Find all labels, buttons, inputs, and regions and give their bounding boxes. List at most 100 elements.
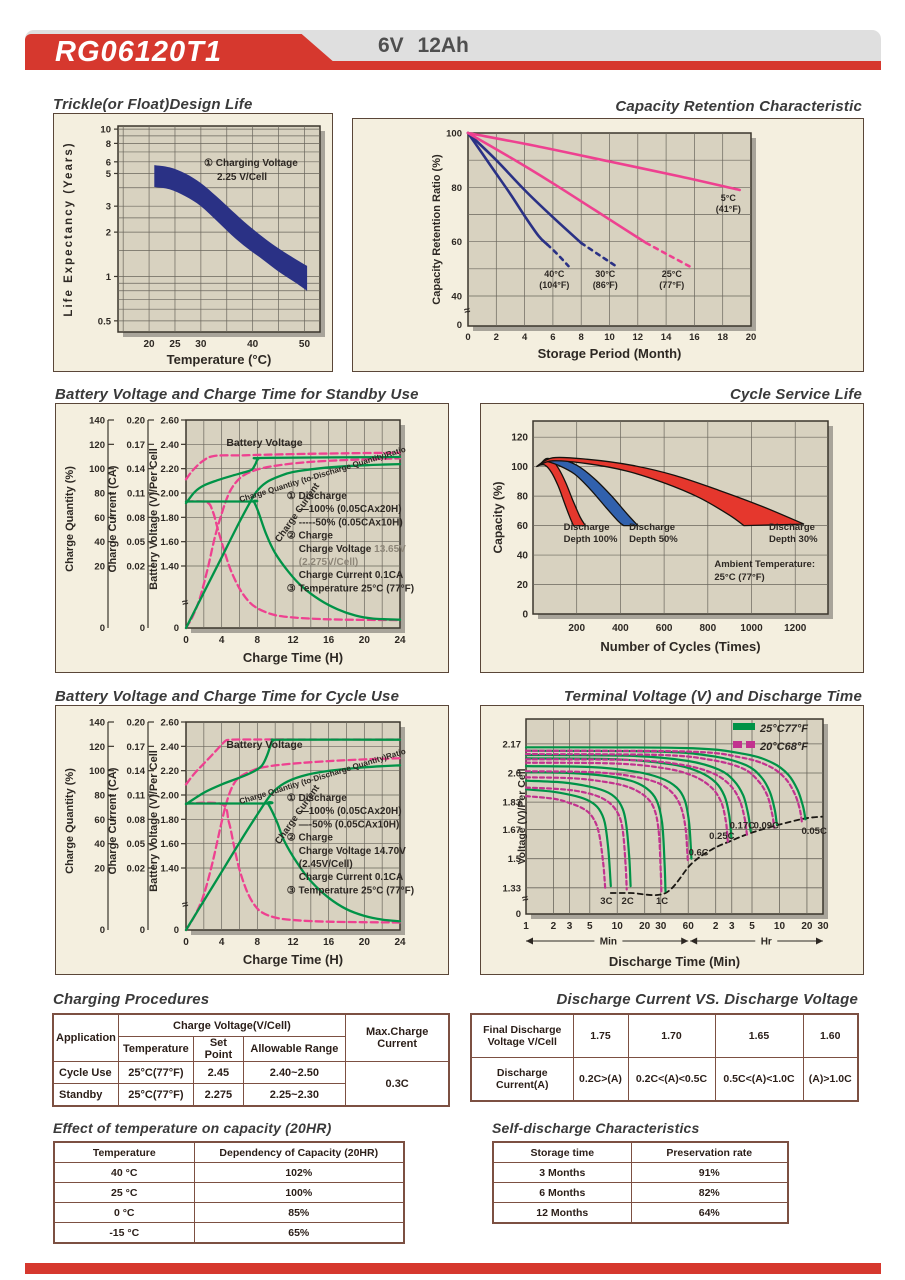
svg-text:2.40: 2.40 — [161, 440, 180, 451]
svg-text:0: 0 — [140, 623, 145, 634]
svg-text:3C: 3C — [600, 896, 612, 907]
svg-text:0.09C: 0.09C — [754, 821, 779, 832]
svg-text:≈: ≈ — [463, 305, 472, 318]
cell-temp: 25 °C — [53, 1182, 195, 1203]
col-header-application: Application — [52, 1013, 119, 1062]
svg-text:—-50% (0.05CAx10H): —-50% (0.05CAx10H) — [299, 819, 400, 830]
svg-text:0.02: 0.02 — [127, 562, 146, 573]
svg-text:2.20: 2.20 — [161, 766, 180, 777]
svg-text:100: 100 — [511, 462, 528, 473]
table-row: 25 °C 100% — [53, 1182, 405, 1203]
section-title-temp-effect: Effect of temperature on capacity (20HR) — [53, 1120, 332, 1136]
design-life-chart: 10 8 65 3 2 1 0.5 20 25 30 40 50 Temperature (°C) Lif… — [63, 125, 325, 367]
charge-cycle-panel: 140 120 100 80 60 40 20 0 Charge Quantity (%) 0.2… — [55, 705, 449, 975]
cell-voltage-4: 1.60 — [802, 1013, 859, 1058]
svg-text:① Discharge: ① Discharge — [287, 793, 348, 804]
svg-text:16: 16 — [689, 332, 700, 343]
cell-capacity: 102% — [193, 1162, 405, 1183]
charge-standby-panel: 140 120 100 80 60 40 20 0 Charge Quantity (%) 0.2… — [55, 403, 449, 673]
svg-text:120: 120 — [511, 433, 528, 444]
svg-text:Charge Current (CA): Charge Current (CA) — [107, 767, 119, 874]
table-row: Final Discharge Voltage V/Cell 1.75 1.70… — [470, 1013, 859, 1058]
svg-text:0: 0 — [174, 925, 179, 936]
svg-text:3: 3 — [567, 921, 573, 932]
svg-text:50: 50 — [299, 339, 311, 350]
svg-text:40: 40 — [247, 339, 259, 350]
svg-text:≈: ≈ — [181, 899, 190, 912]
cell-storage: 12 Months — [492, 1202, 632, 1224]
col-header-dependency: Dependency of Capacity (20HR) — [193, 1141, 405, 1163]
svg-text:0: 0 — [516, 909, 521, 920]
svg-text:10: 10 — [100, 125, 111, 136]
svg-text:1.40: 1.40 — [161, 864, 180, 875]
svg-text:Storage Period (Month): Storage Period (Month) — [538, 346, 682, 361]
header-red-strip — [25, 61, 881, 70]
table-row: -15 °C 65% — [53, 1222, 405, 1244]
svg-text:12: 12 — [287, 937, 299, 948]
series — [184, 738, 402, 932]
cell-storage: 6 Months — [492, 1182, 632, 1203]
svg-text:1.60: 1.60 — [161, 839, 180, 850]
section-title-discharge-table: Discharge Current VS. Discharge Voltage — [556, 991, 858, 1008]
svg-text:(41°F): (41°F) — [716, 204, 741, 214]
svg-text:0: 0 — [522, 610, 528, 621]
cell-set-standby: 2.275 — [192, 1083, 244, 1107]
svg-text:0.05C: 0.05C — [801, 826, 826, 837]
section-title-cycle-service: Cycle Service Life — [729, 386, 862, 403]
cell-current-2: 0.2C<(A)<0.5C — [627, 1057, 716, 1102]
svg-text:—100% (0.05CAx20H): —100% (0.05CAx20H) — [299, 806, 402, 817]
svg-text:6: 6 — [106, 157, 111, 168]
cell-range-cycle-use: 2.40~2.50 — [242, 1061, 346, 1084]
cell-capacity: 85% — [193, 1202, 405, 1223]
col-header-max-current: Max.Charge Current — [344, 1013, 450, 1062]
svg-text:140: 140 — [89, 416, 105, 427]
cell-app-cycle-use: Cycle Use — [52, 1061, 119, 1084]
svg-text:Number of Cycles (Times): Number of Cycles (Times) — [600, 639, 760, 654]
svg-text:Battery Voltage: Battery Voltage — [226, 739, 302, 751]
section-title-charge-cycle: Battery Voltage and Charge Time for Cycl… — [55, 688, 400, 705]
col-header-charge-voltage: Charge Voltage(V/Cell) — [117, 1013, 346, 1037]
svg-text:80: 80 — [94, 489, 105, 500]
svg-text:120: 120 — [89, 742, 105, 753]
svg-text:2: 2 — [551, 921, 557, 932]
cell-current-4: (A)>1.0C — [802, 1057, 859, 1102]
table-row: Standby 25°C(77°F) 2.275 2.25~2.30 — [52, 1083, 449, 1107]
svg-text:② Charge: ② Charge — [287, 531, 334, 542]
svg-text:60: 60 — [517, 521, 529, 532]
svg-text:1.80: 1.80 — [161, 815, 180, 826]
svg-text:—100% (0.05CAx20H): —100% (0.05CAx20H) — [299, 504, 402, 515]
svg-text:Battery Voltage: Battery Voltage — [226, 437, 302, 449]
svg-text:2C: 2C — [622, 896, 634, 907]
svg-text:1.40: 1.40 — [161, 562, 180, 573]
svg-text:Depth 100%: Depth 100% — [564, 534, 618, 545]
svg-text:2.25 V/Cell: 2.25 V/Cell — [217, 172, 267, 183]
legend: 25°C77°F 20°C68°F — [733, 723, 808, 753]
svg-text:0.14: 0.14 — [127, 464, 146, 475]
svg-text:2.60: 2.60 — [161, 416, 180, 427]
svg-text:100: 100 — [89, 464, 105, 475]
svg-text:0.05: 0.05 — [127, 839, 146, 850]
svg-text:0.6C: 0.6C — [689, 847, 709, 858]
svg-text:8: 8 — [255, 937, 261, 948]
grid — [468, 133, 751, 326]
svg-text:120: 120 — [89, 440, 105, 451]
svg-text:20: 20 — [94, 864, 105, 875]
svg-text:1.67: 1.67 — [503, 825, 522, 836]
capacity-retention-panel: 40°C (104°F) 30°C (86°F) 25°C (77°F) 5°C (41°F)… — [352, 118, 864, 372]
svg-text:③ Temperature 25°C (77°F): ③ Temperature 25°C (77°F) — [287, 583, 414, 594]
svg-text:8: 8 — [255, 635, 261, 646]
svg-text:0: 0 — [465, 332, 470, 343]
svg-text:80: 80 — [517, 492, 529, 503]
row-header-final-voltage: Final Discharge Voltage V/Cell — [470, 1013, 574, 1058]
svg-text:1: 1 — [523, 921, 529, 932]
svg-text:2.17: 2.17 — [503, 739, 522, 750]
svg-text:1000: 1000 — [740, 623, 763, 634]
svg-text:1C: 1C — [656, 896, 668, 907]
svg-text:5: 5 — [749, 921, 755, 932]
svg-text:(77°F): (77°F) — [659, 280, 684, 290]
cell-temp: 40 °C — [53, 1162, 195, 1183]
table-header-row: Temperature Dependency of Capacity (20HR… — [53, 1141, 405, 1163]
svg-text:140: 140 — [89, 718, 105, 729]
svg-text:1.83: 1.83 — [503, 798, 522, 809]
svg-text:1.5: 1.5 — [508, 854, 522, 865]
